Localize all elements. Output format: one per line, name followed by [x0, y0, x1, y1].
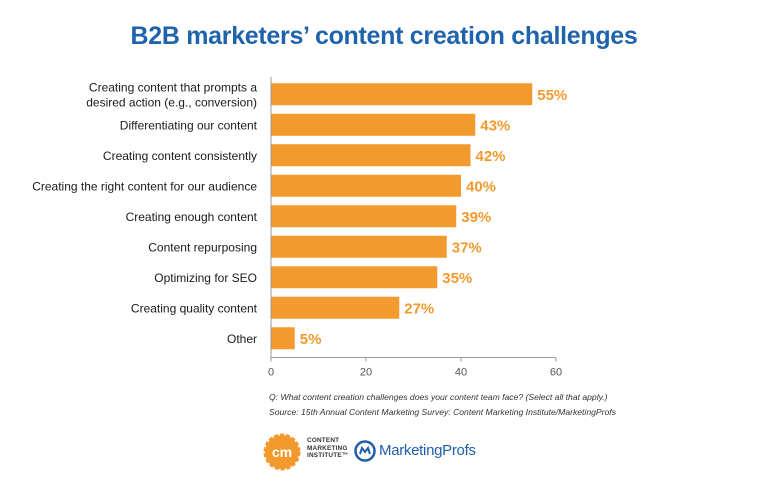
bar-value-label: 39% [461, 209, 491, 226]
bar [271, 174, 461, 197]
bar-value-label: 43% [480, 117, 510, 134]
bar [271, 235, 447, 258]
category-label: Creating content consistently [103, 149, 257, 163]
cmi-logo-icon: cm [263, 433, 301, 471]
bar-value-label: 27% [404, 300, 434, 317]
bar-chart: 55% Creating content that prompts adesire… [32, 77, 567, 379]
x-tick-label: 40 [455, 367, 467, 379]
bar [271, 266, 438, 289]
category-label: Creating enough content [126, 210, 258, 224]
cmi-logo-mark: cm [272, 444, 292, 460]
bar [271, 296, 400, 319]
x-tick-label: 20 [360, 367, 372, 379]
marketingprofs-logo-icon [354, 440, 376, 462]
bar [271, 205, 457, 228]
category-label: Other [227, 332, 257, 346]
category-label: desired action (e.g., conversion) [86, 95, 257, 109]
category-label: Creating the right content for our audie… [32, 179, 257, 193]
source-note: Source: 15th Annual Content Marketing Su… [269, 407, 616, 417]
survey-question-note: Q: What content creation challenges does… [269, 392, 608, 402]
logos-row: cm CONTENT MARKETING INSTITUTE™ Marketin… [262, 432, 502, 476]
bar [271, 327, 295, 350]
category-label: Differentiating our content [120, 118, 258, 132]
category-label: Creating content that prompts a [89, 80, 257, 94]
bar-value-label: 37% [452, 239, 482, 256]
bar-value-label: 5% [300, 331, 322, 348]
x-tick-label: 0 [268, 367, 274, 379]
bar-value-label: 42% [476, 148, 506, 165]
bar-value-label: 35% [442, 270, 472, 287]
category-label: Optimizing for SEO [154, 271, 257, 285]
bar [271, 113, 476, 136]
x-tick-label: 60 [550, 367, 562, 379]
marketingprofs-logo-text: MarketingProfs [379, 442, 476, 459]
bar-value-label: 40% [466, 178, 496, 195]
category-label: Creating quality content [131, 301, 258, 315]
bar-value-label: 55% [537, 87, 567, 104]
bar [271, 83, 533, 106]
category-label: Content repurposing [148, 240, 257, 254]
cmi-logo-text: CONTENT MARKETING INSTITUTE™ [307, 437, 349, 460]
bar [271, 144, 471, 167]
chart-title: B2B marketers’ content creation challeng… [130, 22, 638, 50]
